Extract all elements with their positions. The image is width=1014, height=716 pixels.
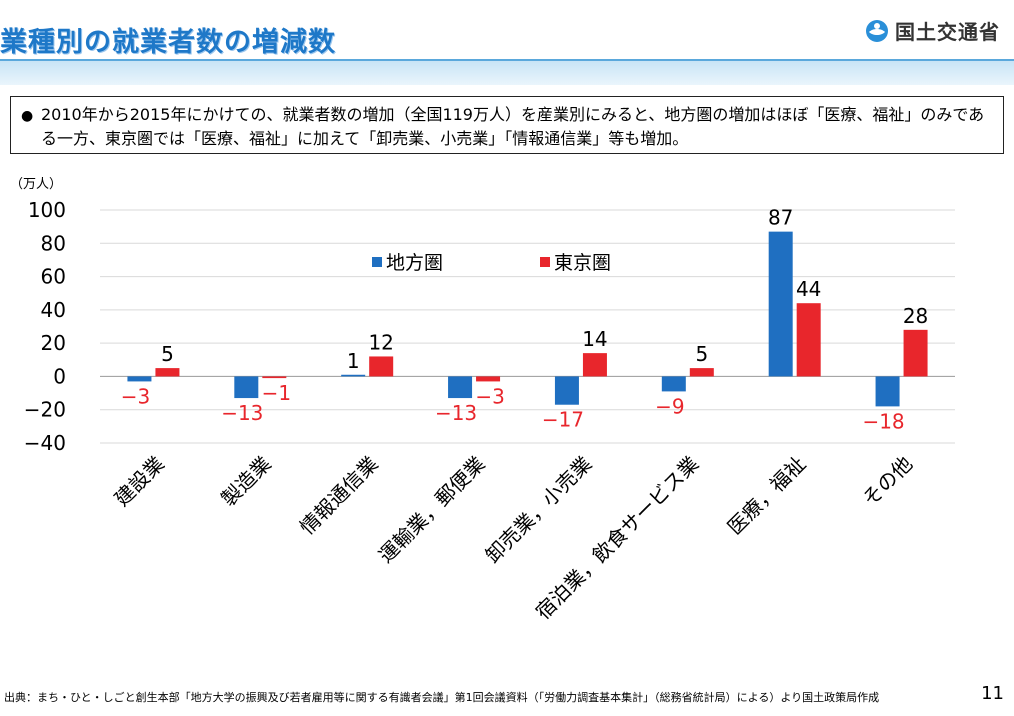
y-unit-label: （万人）	[10, 177, 62, 192]
x-category-label: 建設業	[110, 452, 169, 511]
x-category-label: 製造業	[216, 452, 275, 511]
data-label: 14	[582, 327, 607, 351]
bar-chiho	[341, 374, 366, 377]
bar-chiho	[448, 376, 473, 399]
ministry-logo: 国土交通省	[865, 16, 1000, 45]
data-label: 87	[768, 206, 793, 230]
data-label: −13	[221, 401, 263, 425]
bar-chiho	[234, 376, 259, 399]
source-note: 出典：まち・ひと・しごと創生本部「地方大学の振興及び若者雇用等に関する有識者会議…	[4, 691, 880, 704]
x-category-label: 情報通信業	[295, 452, 383, 540]
data-label: 44	[796, 277, 821, 301]
y-tick-label: −40	[24, 431, 66, 455]
legend-swatch	[372, 257, 382, 267]
data-label: −18	[862, 409, 904, 433]
data-label: −3	[475, 384, 504, 408]
x-category-label: その他	[858, 452, 917, 511]
x-category-label: 運輸業，郵便業	[374, 452, 490, 568]
y-tick-label: 20	[41, 331, 66, 355]
bar-chiho	[554, 376, 579, 405]
bar-tokyo	[476, 376, 501, 382]
bar-tokyo	[582, 353, 607, 377]
x-category-label: 医療，福祉	[723, 452, 811, 540]
data-label: −1	[262, 381, 291, 405]
data-label: 12	[368, 330, 393, 354]
y-tick-label: 40	[41, 298, 66, 322]
bar-tokyo	[369, 356, 394, 377]
data-label: −13	[435, 401, 477, 425]
bar-chiho	[768, 231, 793, 377]
x-category-label: 卸売業，小売業	[481, 452, 597, 568]
data-label: −3	[121, 384, 150, 408]
legend-label: 東京圏	[554, 252, 611, 274]
y-tick-label: 60	[41, 265, 66, 289]
summary-box: ● 2010年から2015年にかけての、就業者数の増加（全国119万人）を産業別…	[10, 96, 1004, 154]
y-tick-label: 0	[53, 364, 66, 388]
data-label: −9	[655, 394, 684, 418]
legend-swatch	[540, 257, 550, 267]
y-tick-label: 80	[41, 231, 66, 255]
bar-tokyo	[796, 303, 821, 377]
bar-chart: （万人）100806040200−20−40−35建設業−13−1製造業112情…	[10, 177, 955, 624]
data-label: 28	[903, 304, 928, 328]
bar-chiho	[127, 376, 152, 382]
summary-text: 2010年から2015年にかけての、就業者数の増加（全国119万人）を産業別にみ…	[41, 105, 985, 148]
bar-tokyo	[903, 329, 928, 377]
data-label: 1	[347, 349, 360, 373]
page-title: 業種別の就業者数の増減数	[0, 27, 336, 58]
y-tick-label: −20	[24, 398, 66, 422]
mlit-logo-icon	[866, 19, 888, 42]
bullet: ●	[21, 108, 34, 124]
bar-chiho	[661, 376, 686, 392]
bar-tokyo	[689, 368, 714, 377]
y-tick-label: 100	[28, 198, 66, 222]
legend-label: 地方圏	[386, 252, 443, 274]
ministry-name: 国土交通省	[895, 20, 1000, 44]
header-band	[0, 59, 1014, 85]
page-number: 11	[981, 683, 1004, 704]
bar-tokyo	[155, 368, 180, 377]
bar-tokyo	[262, 376, 287, 379]
data-label: −17	[542, 408, 584, 432]
data-label: 5	[161, 342, 174, 366]
data-label: 5	[695, 342, 708, 366]
bar-chiho	[875, 376, 900, 407]
